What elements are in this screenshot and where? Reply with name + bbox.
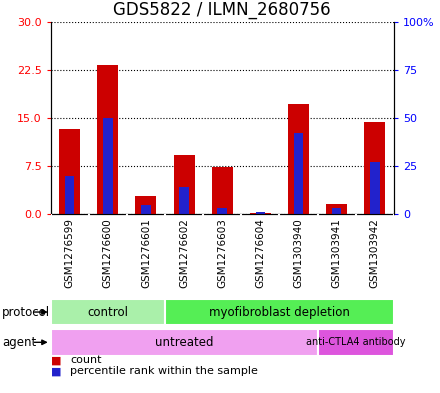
Text: control: control [87,305,128,319]
Bar [294,133,303,214]
Text: GSM1276603: GSM1276603 [217,219,227,288]
Text: ■: ■ [51,355,61,365]
Title: GDS5822 / ILMN_2680756: GDS5822 / ILMN_2680756 [114,1,331,19]
Text: GSM1276604: GSM1276604 [255,219,265,288]
Bar [136,196,157,214]
Text: myofibroblast depletion: myofibroblast depletion [209,305,350,319]
Bar [141,204,150,214]
Text: agent: agent [2,336,37,349]
Bar [180,187,189,214]
Text: protocol: protocol [2,305,50,319]
Bar [256,212,265,214]
Bar [318,329,394,356]
Text: GSM1276599: GSM1276599 [65,219,75,288]
Bar [217,208,227,214]
Text: GSM1276602: GSM1276602 [179,219,189,288]
Text: untreated: untreated [155,336,213,349]
Bar [288,104,309,214]
Bar [332,208,341,214]
Text: GSM1276601: GSM1276601 [141,219,151,288]
Bar [165,299,394,325]
Text: anti-CTLA4 antibody: anti-CTLA4 antibody [306,337,405,347]
Bar [51,329,318,356]
Text: ■: ■ [51,366,61,376]
Bar [59,129,80,214]
Text: GSM1276600: GSM1276600 [103,219,113,288]
Bar [51,299,165,325]
Text: GSM1303940: GSM1303940 [293,219,304,288]
Bar [65,176,74,214]
Text: percentile rank within the sample: percentile rank within the sample [70,366,258,376]
Bar [326,204,347,214]
Bar [97,64,118,214]
Bar [212,167,233,214]
Text: GSM1303941: GSM1303941 [332,219,341,288]
Bar [364,122,385,214]
Bar [174,155,194,214]
Text: GSM1303942: GSM1303942 [370,219,380,288]
Bar [250,213,271,214]
Bar [370,162,379,214]
Text: count: count [70,355,102,365]
Bar [103,118,113,214]
